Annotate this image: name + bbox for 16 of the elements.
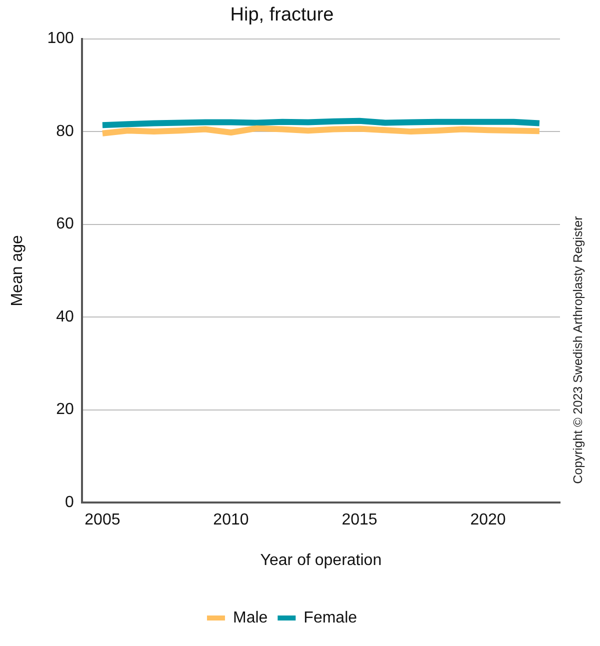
legend-label: Male — [232, 609, 268, 626]
y-tick-label: 40 — [56, 308, 74, 326]
legend-label: Female — [304, 609, 358, 626]
x-tick-label: 2010 — [213, 512, 249, 529]
text: Copyright © 2023 Swedish Arthroplasty Register — [571, 216, 585, 484]
chart-title: Hip, fracture — [230, 4, 334, 26]
y-tick-label: 20 — [56, 401, 74, 418]
x-tick-label: 2005 — [84, 512, 120, 529]
y-axis-title: Mean age — [9, 235, 26, 306]
y-tick-label: 0 — [64, 494, 74, 512]
x-axis-title: Year of operation — [260, 552, 382, 569]
y-tick-label: 80 — [56, 122, 74, 140]
y-tick-label: 60 — [56, 216, 74, 233]
x-tick-label: 2020 — [470, 512, 506, 529]
y-tick-label: 100 — [47, 30, 74, 48]
x-tick-label: 2015 — [342, 512, 378, 529]
